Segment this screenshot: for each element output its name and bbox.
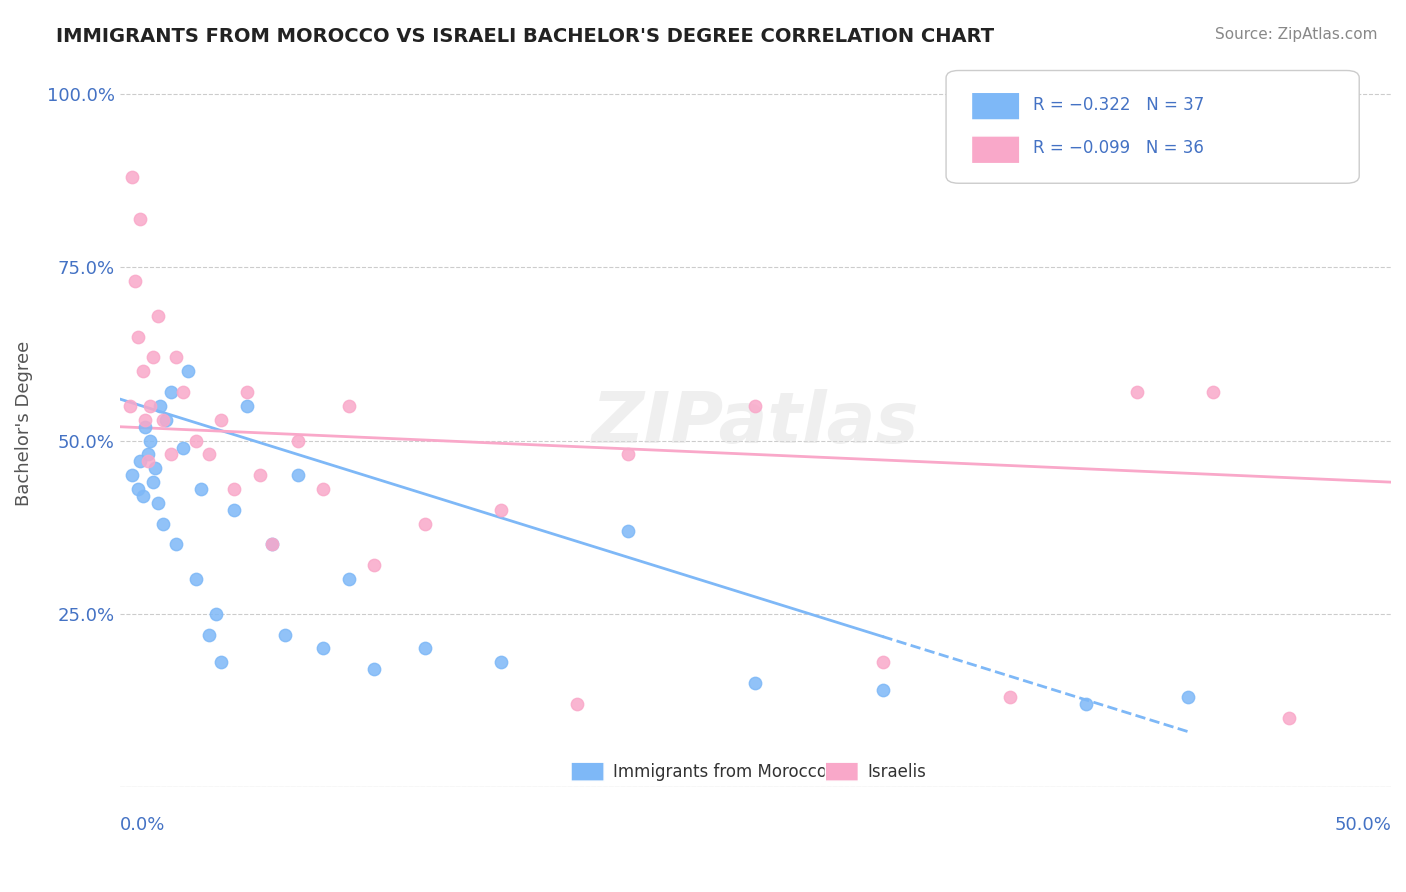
Point <box>312 641 335 656</box>
Point <box>337 572 360 586</box>
Point <box>134 419 156 434</box>
Point <box>1074 697 1097 711</box>
Point <box>172 385 194 400</box>
FancyBboxPatch shape <box>972 93 1019 120</box>
Point <box>127 329 149 343</box>
Text: IMMIGRANTS FROM MOROCCO VS ISRAELI BACHELOR'S DEGREE CORRELATION CHART: IMMIGRANTS FROM MOROCCO VS ISRAELI BACHE… <box>56 27 994 45</box>
Point <box>567 697 589 711</box>
Point <box>274 627 297 641</box>
FancyBboxPatch shape <box>946 70 1360 183</box>
FancyBboxPatch shape <box>571 762 605 781</box>
Point <box>124 274 146 288</box>
Text: Immigrants from Morocco: Immigrants from Morocco <box>613 763 827 780</box>
Point <box>489 655 512 669</box>
Point <box>172 441 194 455</box>
Point <box>262 537 284 551</box>
Point <box>136 447 159 461</box>
Point <box>197 627 219 641</box>
Point <box>224 503 246 517</box>
Point <box>363 558 385 573</box>
Text: R = −0.322   N = 37: R = −0.322 N = 37 <box>1032 95 1204 113</box>
Point <box>149 399 172 413</box>
Text: 50.0%: 50.0% <box>1334 816 1391 834</box>
FancyBboxPatch shape <box>825 762 858 781</box>
Point <box>413 641 436 656</box>
Point <box>165 351 187 365</box>
Point <box>197 447 219 461</box>
Point <box>131 364 153 378</box>
Point <box>249 468 271 483</box>
Point <box>337 399 360 413</box>
Text: Source: ZipAtlas.com: Source: ZipAtlas.com <box>1215 27 1378 42</box>
Point <box>211 655 233 669</box>
Point <box>872 655 894 669</box>
Point <box>159 447 181 461</box>
Point <box>998 690 1021 704</box>
Point <box>184 572 207 586</box>
Point <box>489 503 512 517</box>
Point <box>129 454 152 468</box>
Point <box>177 364 200 378</box>
Point <box>121 468 143 483</box>
Point <box>744 676 766 690</box>
Point <box>139 399 162 413</box>
Point <box>287 434 309 448</box>
Point <box>236 385 259 400</box>
Point <box>142 351 165 365</box>
Point <box>146 309 169 323</box>
Point <box>1278 711 1301 725</box>
Point <box>155 413 177 427</box>
Point <box>184 434 207 448</box>
Point <box>872 682 894 697</box>
Point <box>136 454 159 468</box>
Point <box>139 434 162 448</box>
Point <box>617 524 640 538</box>
Text: Israelis: Israelis <box>868 763 927 780</box>
Point <box>744 399 766 413</box>
Point <box>1125 385 1147 400</box>
Point <box>159 385 181 400</box>
Point <box>131 489 153 503</box>
Point <box>363 662 385 676</box>
Text: 0.0%: 0.0% <box>120 816 165 834</box>
Point <box>165 537 187 551</box>
Point <box>152 516 174 531</box>
Point <box>118 399 141 413</box>
Point <box>134 413 156 427</box>
Point <box>190 482 212 496</box>
Point <box>152 413 174 427</box>
Point <box>142 475 165 490</box>
Point <box>312 482 335 496</box>
Point <box>262 537 284 551</box>
Point <box>205 607 228 621</box>
Point <box>617 447 640 461</box>
Y-axis label: Bachelor's Degree: Bachelor's Degree <box>15 341 32 506</box>
FancyBboxPatch shape <box>972 136 1019 163</box>
Point <box>1177 690 1199 704</box>
Point <box>146 496 169 510</box>
Point <box>236 399 259 413</box>
Point <box>121 170 143 185</box>
Point <box>224 482 246 496</box>
Text: ZIPatlas: ZIPatlas <box>592 389 920 458</box>
Point <box>127 482 149 496</box>
Point <box>143 461 166 475</box>
Point <box>413 516 436 531</box>
Point <box>211 413 233 427</box>
Point <box>287 468 309 483</box>
Text: R = −0.099   N = 36: R = −0.099 N = 36 <box>1032 139 1204 157</box>
Point <box>129 211 152 226</box>
Point <box>1202 385 1225 400</box>
